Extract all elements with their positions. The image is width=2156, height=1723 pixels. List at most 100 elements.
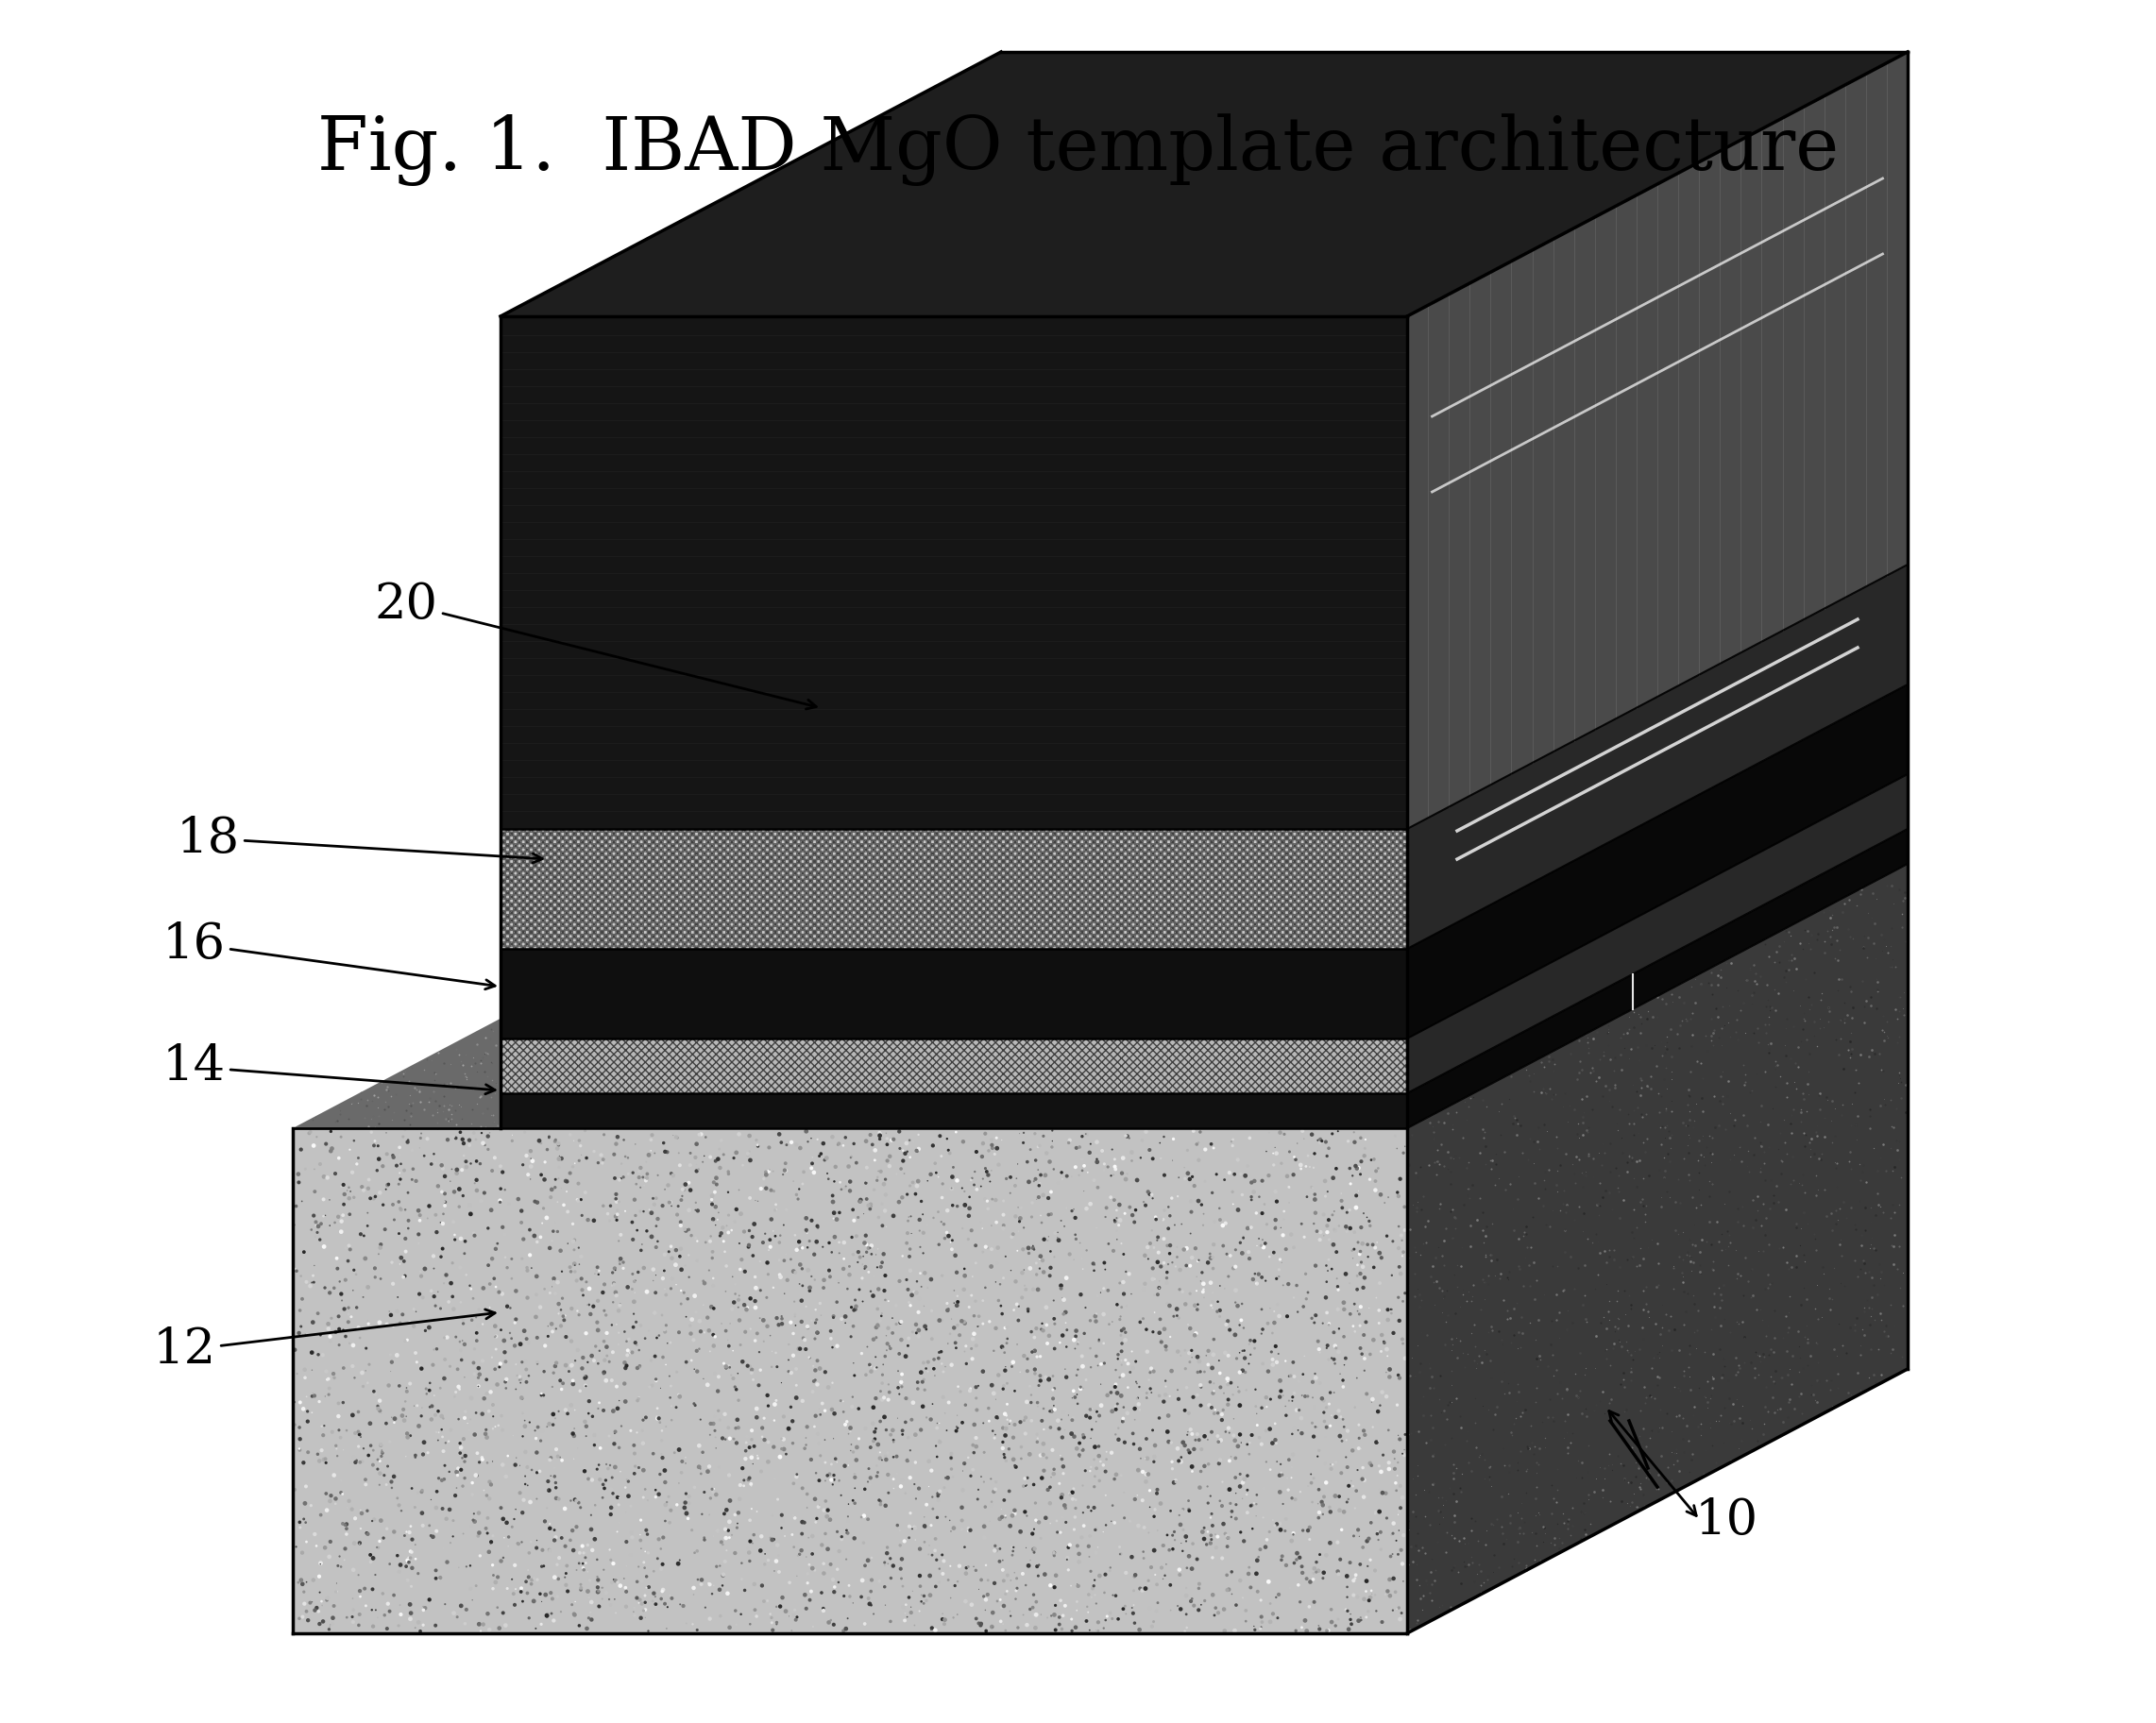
Point <box>571 1206 606 1234</box>
Point <box>1371 1184 1406 1211</box>
Point <box>593 1590 627 1618</box>
Point <box>1056 1404 1091 1432</box>
Point <box>1554 1151 1589 1179</box>
Point <box>285 1135 319 1163</box>
Point <box>1080 1282 1115 1309</box>
Point <box>524 1210 558 1237</box>
Point <box>977 1425 1011 1452</box>
Point <box>813 1606 847 1633</box>
Point <box>326 1287 360 1315</box>
Point <box>1130 1461 1164 1489</box>
Point <box>759 1387 793 1415</box>
Point <box>655 1265 690 1292</box>
Point <box>638 1583 673 1611</box>
Point <box>1863 1299 1897 1327</box>
Point <box>705 1528 740 1556</box>
Point <box>927 1473 962 1501</box>
Point <box>1229 1377 1263 1404</box>
Point <box>776 1470 811 1497</box>
Point <box>1600 1173 1634 1201</box>
Point <box>1802 1005 1837 1032</box>
Point <box>1501 1370 1535 1397</box>
Point <box>1354 1146 1388 1173</box>
Point <box>776 1168 811 1196</box>
Point <box>1199 1396 1233 1423</box>
Point <box>1852 1042 1886 1070</box>
Point <box>1181 1473 1216 1501</box>
Point <box>903 1273 938 1301</box>
Point <box>1225 1180 1259 1208</box>
Point <box>1348 1265 1382 1292</box>
Point <box>1395 1122 1429 1149</box>
Point <box>873 1378 908 1406</box>
Point <box>1212 1337 1246 1365</box>
Point <box>1052 1533 1087 1561</box>
Point <box>1307 1387 1341 1415</box>
Point <box>1688 1151 1723 1179</box>
Point <box>1619 1215 1654 1242</box>
Point <box>1794 1380 1828 1408</box>
Point <box>722 1120 757 1148</box>
Point <box>1311 1346 1345 1373</box>
Point <box>1121 1373 1156 1401</box>
Point <box>908 858 942 886</box>
Point <box>638 1342 673 1370</box>
Point <box>1755 1094 1789 1122</box>
Point <box>946 1458 981 1485</box>
Point <box>604 963 638 991</box>
Point <box>332 1308 367 1335</box>
Point <box>1861 1191 1895 1218</box>
Point <box>295 1356 330 1384</box>
Point <box>849 920 884 948</box>
Point <box>1024 1342 1059 1370</box>
Point <box>1061 1540 1095 1568</box>
Point <box>1852 1096 1886 1123</box>
Point <box>718 1208 752 1235</box>
Point <box>1794 936 1828 963</box>
Point <box>295 1382 330 1409</box>
Point <box>520 1044 554 1072</box>
Point <box>789 1413 824 1440</box>
Point <box>666 1015 701 1042</box>
Point <box>1384 1537 1419 1564</box>
Point <box>796 1378 830 1406</box>
Point <box>1087 1614 1121 1642</box>
Point <box>1591 1018 1626 1046</box>
Point <box>1382 1501 1416 1528</box>
Point <box>811 1609 845 1637</box>
Point <box>895 1515 929 1542</box>
Point <box>1466 1392 1501 1420</box>
Point <box>550 1077 584 1104</box>
Point <box>1000 1304 1035 1332</box>
Point <box>638 967 673 994</box>
Point <box>298 1520 332 1547</box>
Point <box>1345 1465 1380 1492</box>
Point <box>310 1315 345 1342</box>
Point <box>731 1294 765 1322</box>
Point <box>494 1070 528 1098</box>
Point <box>655 1585 690 1613</box>
Point <box>334 1496 369 1523</box>
Point <box>959 1137 994 1165</box>
Point <box>1222 1518 1257 1546</box>
Point <box>1723 1351 1757 1378</box>
Point <box>837 1439 871 1466</box>
Point <box>1591 1389 1626 1416</box>
Point <box>1477 1401 1511 1428</box>
Point <box>875 1428 910 1456</box>
Point <box>860 1158 895 1185</box>
Point <box>1522 1499 1557 1527</box>
Point <box>379 1542 414 1570</box>
Point <box>1800 1272 1835 1299</box>
Point <box>1427 1430 1462 1458</box>
Point <box>1369 1504 1404 1532</box>
Point <box>289 1509 323 1537</box>
Point <box>957 1439 992 1466</box>
Point <box>1733 1284 1768 1311</box>
Point <box>1891 998 1925 1025</box>
Point <box>354 1409 388 1437</box>
Point <box>1630 1291 1664 1318</box>
Point <box>755 1527 789 1554</box>
Point <box>871 1315 906 1342</box>
Point <box>957 1320 992 1347</box>
